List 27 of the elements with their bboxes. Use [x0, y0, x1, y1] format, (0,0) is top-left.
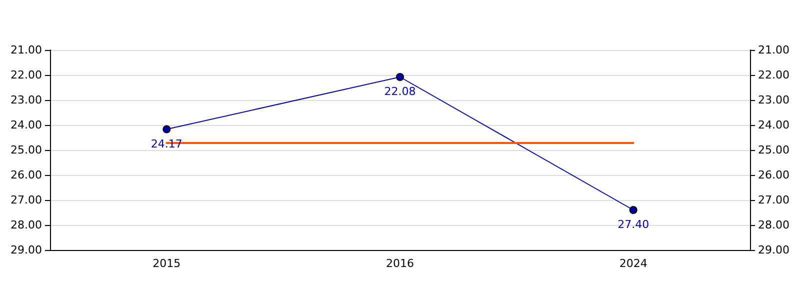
- y-tick-label: 25.00: [10, 144, 42, 156]
- y-tick-label: 23.00: [10, 94, 42, 106]
- y-tick-label: 26.00: [10, 168, 42, 182]
- y2-tick-label: 29.00: [758, 244, 790, 256]
- data-label: 27.40: [618, 218, 650, 231]
- y-tick-label: 22.00: [10, 68, 42, 82]
- data-label: 22.08: [384, 85, 416, 98]
- point: [396, 73, 404, 81]
- y-tick-label: 21.00: [10, 44, 42, 56]
- y2-tick-label: 22.00: [758, 68, 790, 82]
- x-tick-label: 2016: [386, 257, 414, 270]
- point: [162, 125, 171, 134]
- data-label: 24.17: [150, 137, 182, 150]
- y-tick-label: 27.00: [10, 194, 42, 206]
- y-tick-label: 29.00: [10, 244, 42, 256]
- y2-tick-label: 24.00: [758, 118, 790, 132]
- y2-tick-label: 27.00: [758, 194, 790, 206]
- y-tick-label: 28.00: [10, 218, 42, 232]
- y-tick-label: 24.00: [10, 118, 42, 132]
- y2-tick-label: 21.00: [758, 44, 790, 56]
- x-tick-label: 2015: [152, 257, 181, 270]
- point: [629, 206, 638, 214]
- y2-tick-label: 26.00: [758, 168, 790, 182]
- y2-tick-label: 28.00: [758, 218, 790, 232]
- x-tick-label: 2024: [619, 257, 648, 270]
- y2-tick-label: 23.00: [758, 94, 790, 106]
- y2-tick-label: 25.00: [758, 144, 790, 156]
